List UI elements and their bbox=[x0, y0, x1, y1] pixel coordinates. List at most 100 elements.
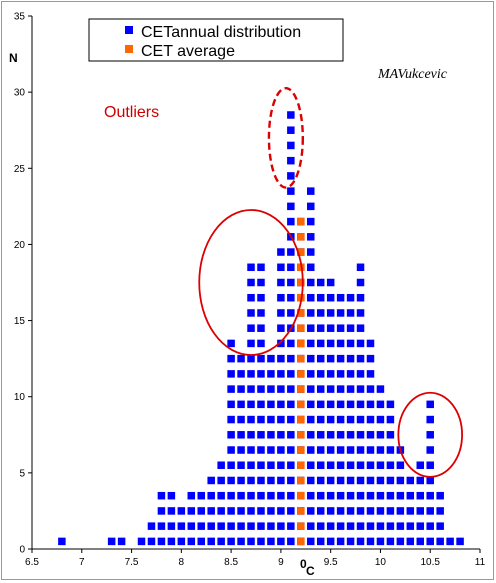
distribution-point bbox=[307, 278, 315, 287]
distribution-point bbox=[376, 385, 385, 393]
distribution-point bbox=[277, 370, 285, 378]
distribution-point bbox=[227, 461, 235, 469]
distribution-point bbox=[356, 491, 365, 500]
distribution-point bbox=[247, 354, 255, 363]
distribution-point bbox=[386, 476, 395, 485]
distribution-point bbox=[356, 324, 365, 332]
distribution-point bbox=[147, 522, 156, 530]
distribution-point bbox=[346, 461, 355, 469]
distribution-point bbox=[237, 461, 245, 469]
y-tick-label: 30 bbox=[14, 88, 26, 99]
distribution-point bbox=[336, 354, 345, 363]
distribution-point bbox=[356, 309, 365, 317]
distribution-point bbox=[426, 507, 434, 515]
average-point bbox=[297, 446, 305, 454]
distribution-point bbox=[247, 278, 255, 287]
distribution-point bbox=[326, 400, 335, 409]
author-signature: MAVukcevic bbox=[377, 67, 448, 82]
distribution-point bbox=[227, 507, 235, 515]
distribution-point bbox=[287, 522, 295, 530]
axes: 6.5 7 7.5 8 8.5 9 9.5 10 10.5 11 0 5 10 15 20 25 30 35 bbox=[14, 12, 486, 569]
distribution-point bbox=[227, 446, 235, 454]
distribution-point bbox=[316, 507, 325, 515]
distribution-point bbox=[247, 491, 255, 500]
distribution-point bbox=[167, 491, 176, 500]
distribution-point bbox=[287, 446, 295, 454]
x-tick-label: 9.5 bbox=[324, 557, 338, 568]
distribution-point bbox=[406, 476, 415, 485]
distribution-point bbox=[426, 400, 434, 409]
x-tick-label: 10.5 bbox=[420, 557, 440, 568]
distribution-point bbox=[356, 476, 365, 485]
distribution-point bbox=[307, 446, 315, 454]
distribution-point bbox=[167, 537, 176, 546]
distribution-point bbox=[346, 293, 355, 302]
distribution-point bbox=[167, 522, 176, 530]
distribution-point bbox=[257, 537, 265, 546]
distribution-point bbox=[376, 522, 385, 530]
distribution-point bbox=[227, 370, 235, 378]
distribution-point bbox=[326, 476, 335, 485]
distribution-point bbox=[326, 507, 335, 515]
distribution-point bbox=[277, 446, 285, 454]
distribution-point bbox=[237, 431, 245, 439]
distribution-point bbox=[287, 537, 295, 546]
distribution-point bbox=[287, 309, 295, 317]
legend-label-average: CET average bbox=[141, 43, 235, 60]
distribution-point bbox=[376, 491, 385, 500]
distribution-point bbox=[376, 400, 385, 409]
outlier-ellipse bbox=[198, 209, 304, 356]
distribution-point bbox=[416, 461, 425, 469]
distribution-point bbox=[277, 293, 285, 302]
distribution-point bbox=[316, 476, 325, 485]
distribution-point bbox=[237, 522, 245, 530]
distribution-point bbox=[386, 507, 395, 515]
distribution-point bbox=[277, 385, 285, 393]
distribution-point bbox=[277, 309, 285, 317]
distribution-point bbox=[237, 491, 245, 500]
distribution-point bbox=[386, 522, 395, 530]
distribution-point bbox=[336, 507, 345, 515]
distribution-point bbox=[336, 339, 345, 348]
distribution-point bbox=[366, 537, 375, 546]
distribution-point bbox=[247, 339, 255, 348]
distribution-point bbox=[277, 491, 285, 500]
distribution-point bbox=[356, 415, 365, 424]
distribution-point bbox=[346, 522, 355, 530]
distribution-point bbox=[157, 522, 166, 530]
distribution-point bbox=[386, 415, 395, 424]
distribution-point bbox=[197, 491, 205, 500]
average-point bbox=[297, 217, 305, 226]
distribution-point bbox=[336, 522, 345, 530]
average-point bbox=[297, 324, 305, 332]
distribution-point bbox=[376, 461, 385, 469]
distribution-point bbox=[386, 446, 395, 454]
distribution-point bbox=[456, 537, 464, 546]
distribution-point bbox=[416, 522, 425, 530]
distribution-point bbox=[257, 385, 265, 393]
distribution-point bbox=[346, 354, 355, 363]
distribution-point bbox=[426, 537, 434, 546]
average-point bbox=[297, 461, 305, 469]
distribution-point bbox=[366, 507, 375, 515]
average-point bbox=[297, 263, 305, 272]
distribution-point bbox=[287, 431, 295, 439]
distribution-point bbox=[187, 522, 196, 530]
distribution-point bbox=[247, 309, 255, 317]
distribution-point bbox=[267, 461, 275, 469]
distribution-point bbox=[277, 415, 285, 424]
distribution-point bbox=[356, 293, 365, 302]
y-tick-label: 35 bbox=[14, 12, 26, 23]
distribution-point bbox=[307, 202, 315, 211]
distribution-point bbox=[366, 400, 375, 409]
distribution-point bbox=[257, 354, 265, 363]
x-tick-label: 8.5 bbox=[224, 557, 238, 568]
distribution-point bbox=[356, 278, 365, 287]
distribution-point bbox=[187, 537, 196, 546]
distribution-point bbox=[307, 217, 315, 226]
distribution-point bbox=[277, 507, 285, 515]
distribution-point bbox=[307, 324, 315, 332]
distribution-point bbox=[316, 491, 325, 500]
distribution-point bbox=[316, 522, 325, 530]
distribution-point bbox=[386, 431, 395, 439]
